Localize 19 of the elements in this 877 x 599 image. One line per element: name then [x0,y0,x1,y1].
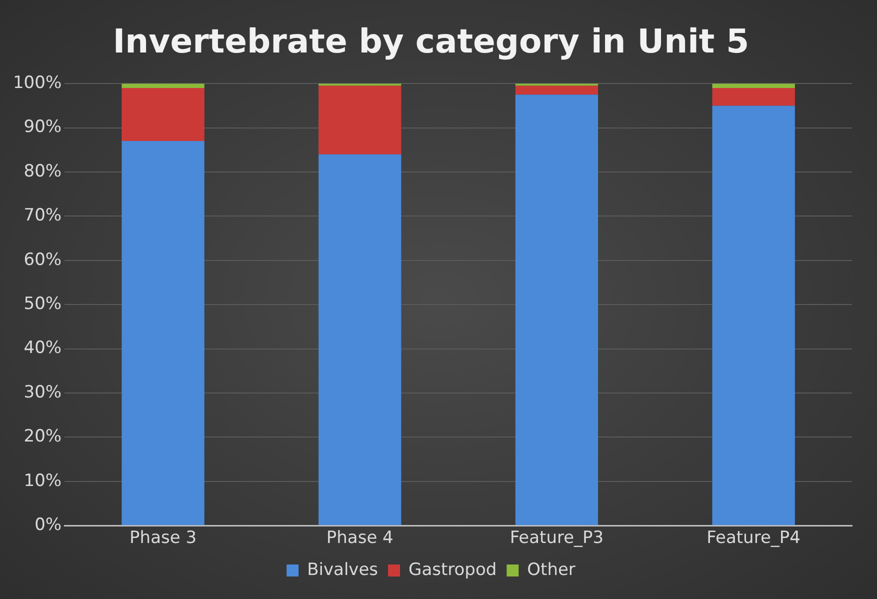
legend-label: Bivalves [307,560,378,580]
x-tick-label: Feature_P4 [706,528,800,548]
x-tick-label: Feature_P3 [510,528,604,548]
legend-label: Other [527,560,576,580]
legend-label: Gastropod [408,560,497,580]
chart-title: Invertebrate by category in Unit 5 [112,21,750,60]
y-tick-label: 80% [24,161,62,182]
y-tick-label: 30% [24,382,62,402]
y-tick-label: 60% [24,250,62,270]
x-tick-label: Phase 4 [326,528,394,548]
y-tick-label: 50% [24,294,62,314]
y-tick-label: 90% [24,117,62,138]
y-tick-label: 70% [24,206,62,226]
y-tick-label: 20% [24,426,62,447]
y-tick-label: 40% [24,338,62,358]
y-tick-label: 10% [24,470,62,491]
y-tick-label: 0% [34,515,62,536]
x-tick-label: Phase 3 [130,528,197,548]
y-tick-label: 100% [12,73,62,94]
